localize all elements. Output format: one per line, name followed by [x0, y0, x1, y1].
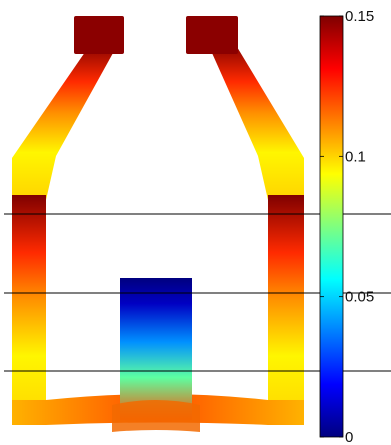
colorbar-ticks: 0 0.05 0.1 0.15 [320, 8, 374, 445]
left-arm-region [12, 42, 118, 200]
colorbar-tick-label: 0.15 [345, 8, 374, 25]
field-plot [12, 16, 304, 432]
colorbar-fill [319, 15, 344, 438]
center-column-region [120, 278, 192, 420]
right-arm-region [208, 42, 304, 200]
colorbar-tick-label: 0.05 [345, 289, 374, 306]
colorbar: 0 0.05 0.1 0.15 [319, 8, 374, 445]
colorbar-tick-label: 0 [345, 429, 353, 445]
right-wall-region [268, 195, 304, 425]
left-wall-region [12, 195, 46, 425]
center-column-base [112, 400, 200, 432]
left-top-block [74, 16, 124, 54]
right-top-block [186, 16, 238, 54]
colorbar-tick-label: 0.1 [345, 148, 366, 165]
